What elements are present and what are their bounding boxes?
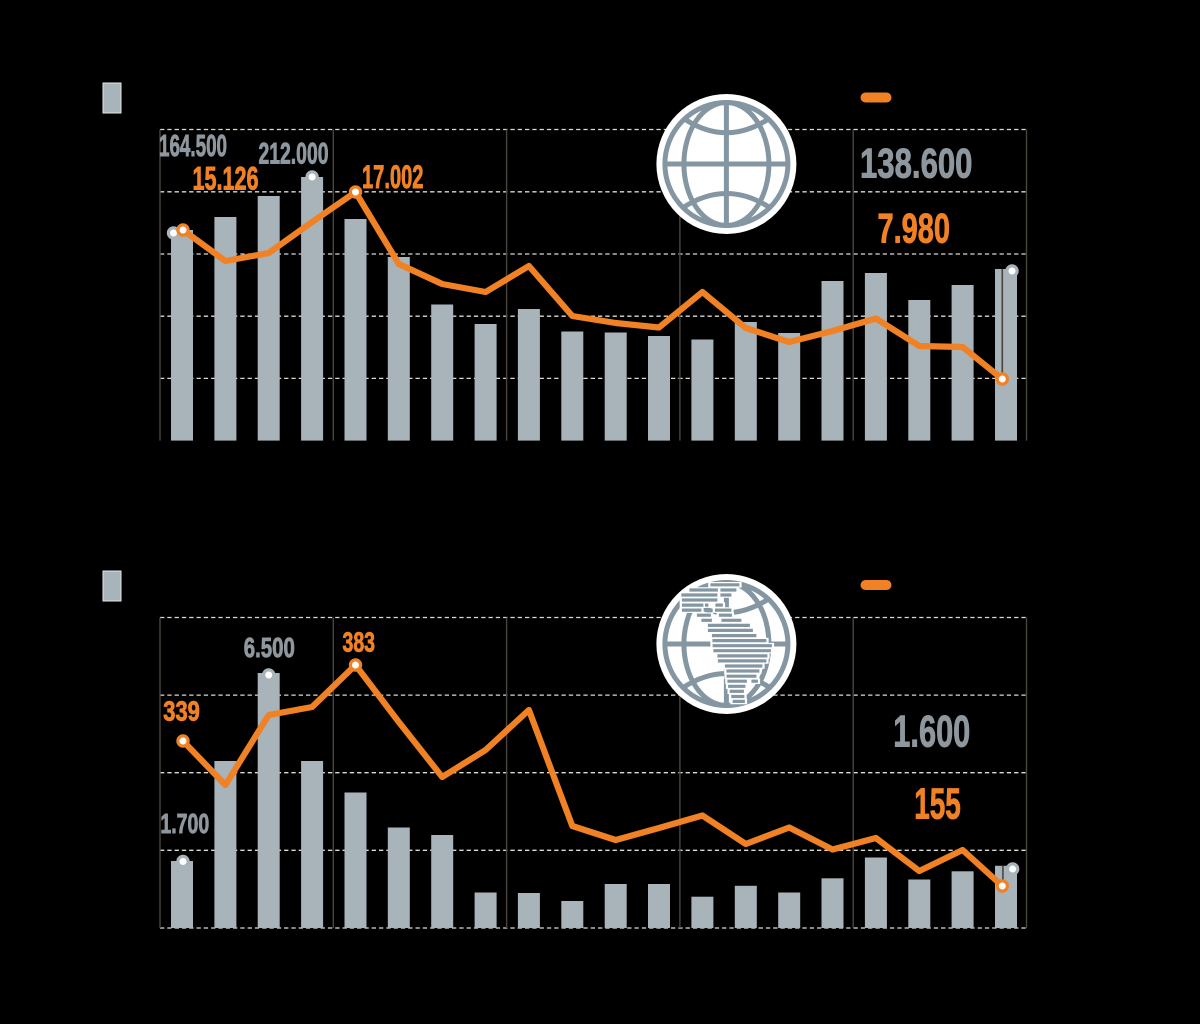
svg-text:1.700: 1.700 [160,808,209,839]
svg-text:138.600: 138.600 [860,140,973,187]
svg-text:7.980: 7.980 [878,205,951,252]
svg-text:164.500: 164.500 [159,128,227,163]
svg-text:17.002: 17.002 [362,159,424,195]
svg-text:15.126: 15.126 [193,161,259,197]
svg-text:339: 339 [163,695,200,726]
svg-text:1.600: 1.600 [893,708,970,757]
svg-text:212.000: 212.000 [259,138,329,171]
svg-text:155: 155 [914,779,961,828]
svg-text:6.500: 6.500 [244,632,295,663]
svg-text:383: 383 [343,627,376,658]
